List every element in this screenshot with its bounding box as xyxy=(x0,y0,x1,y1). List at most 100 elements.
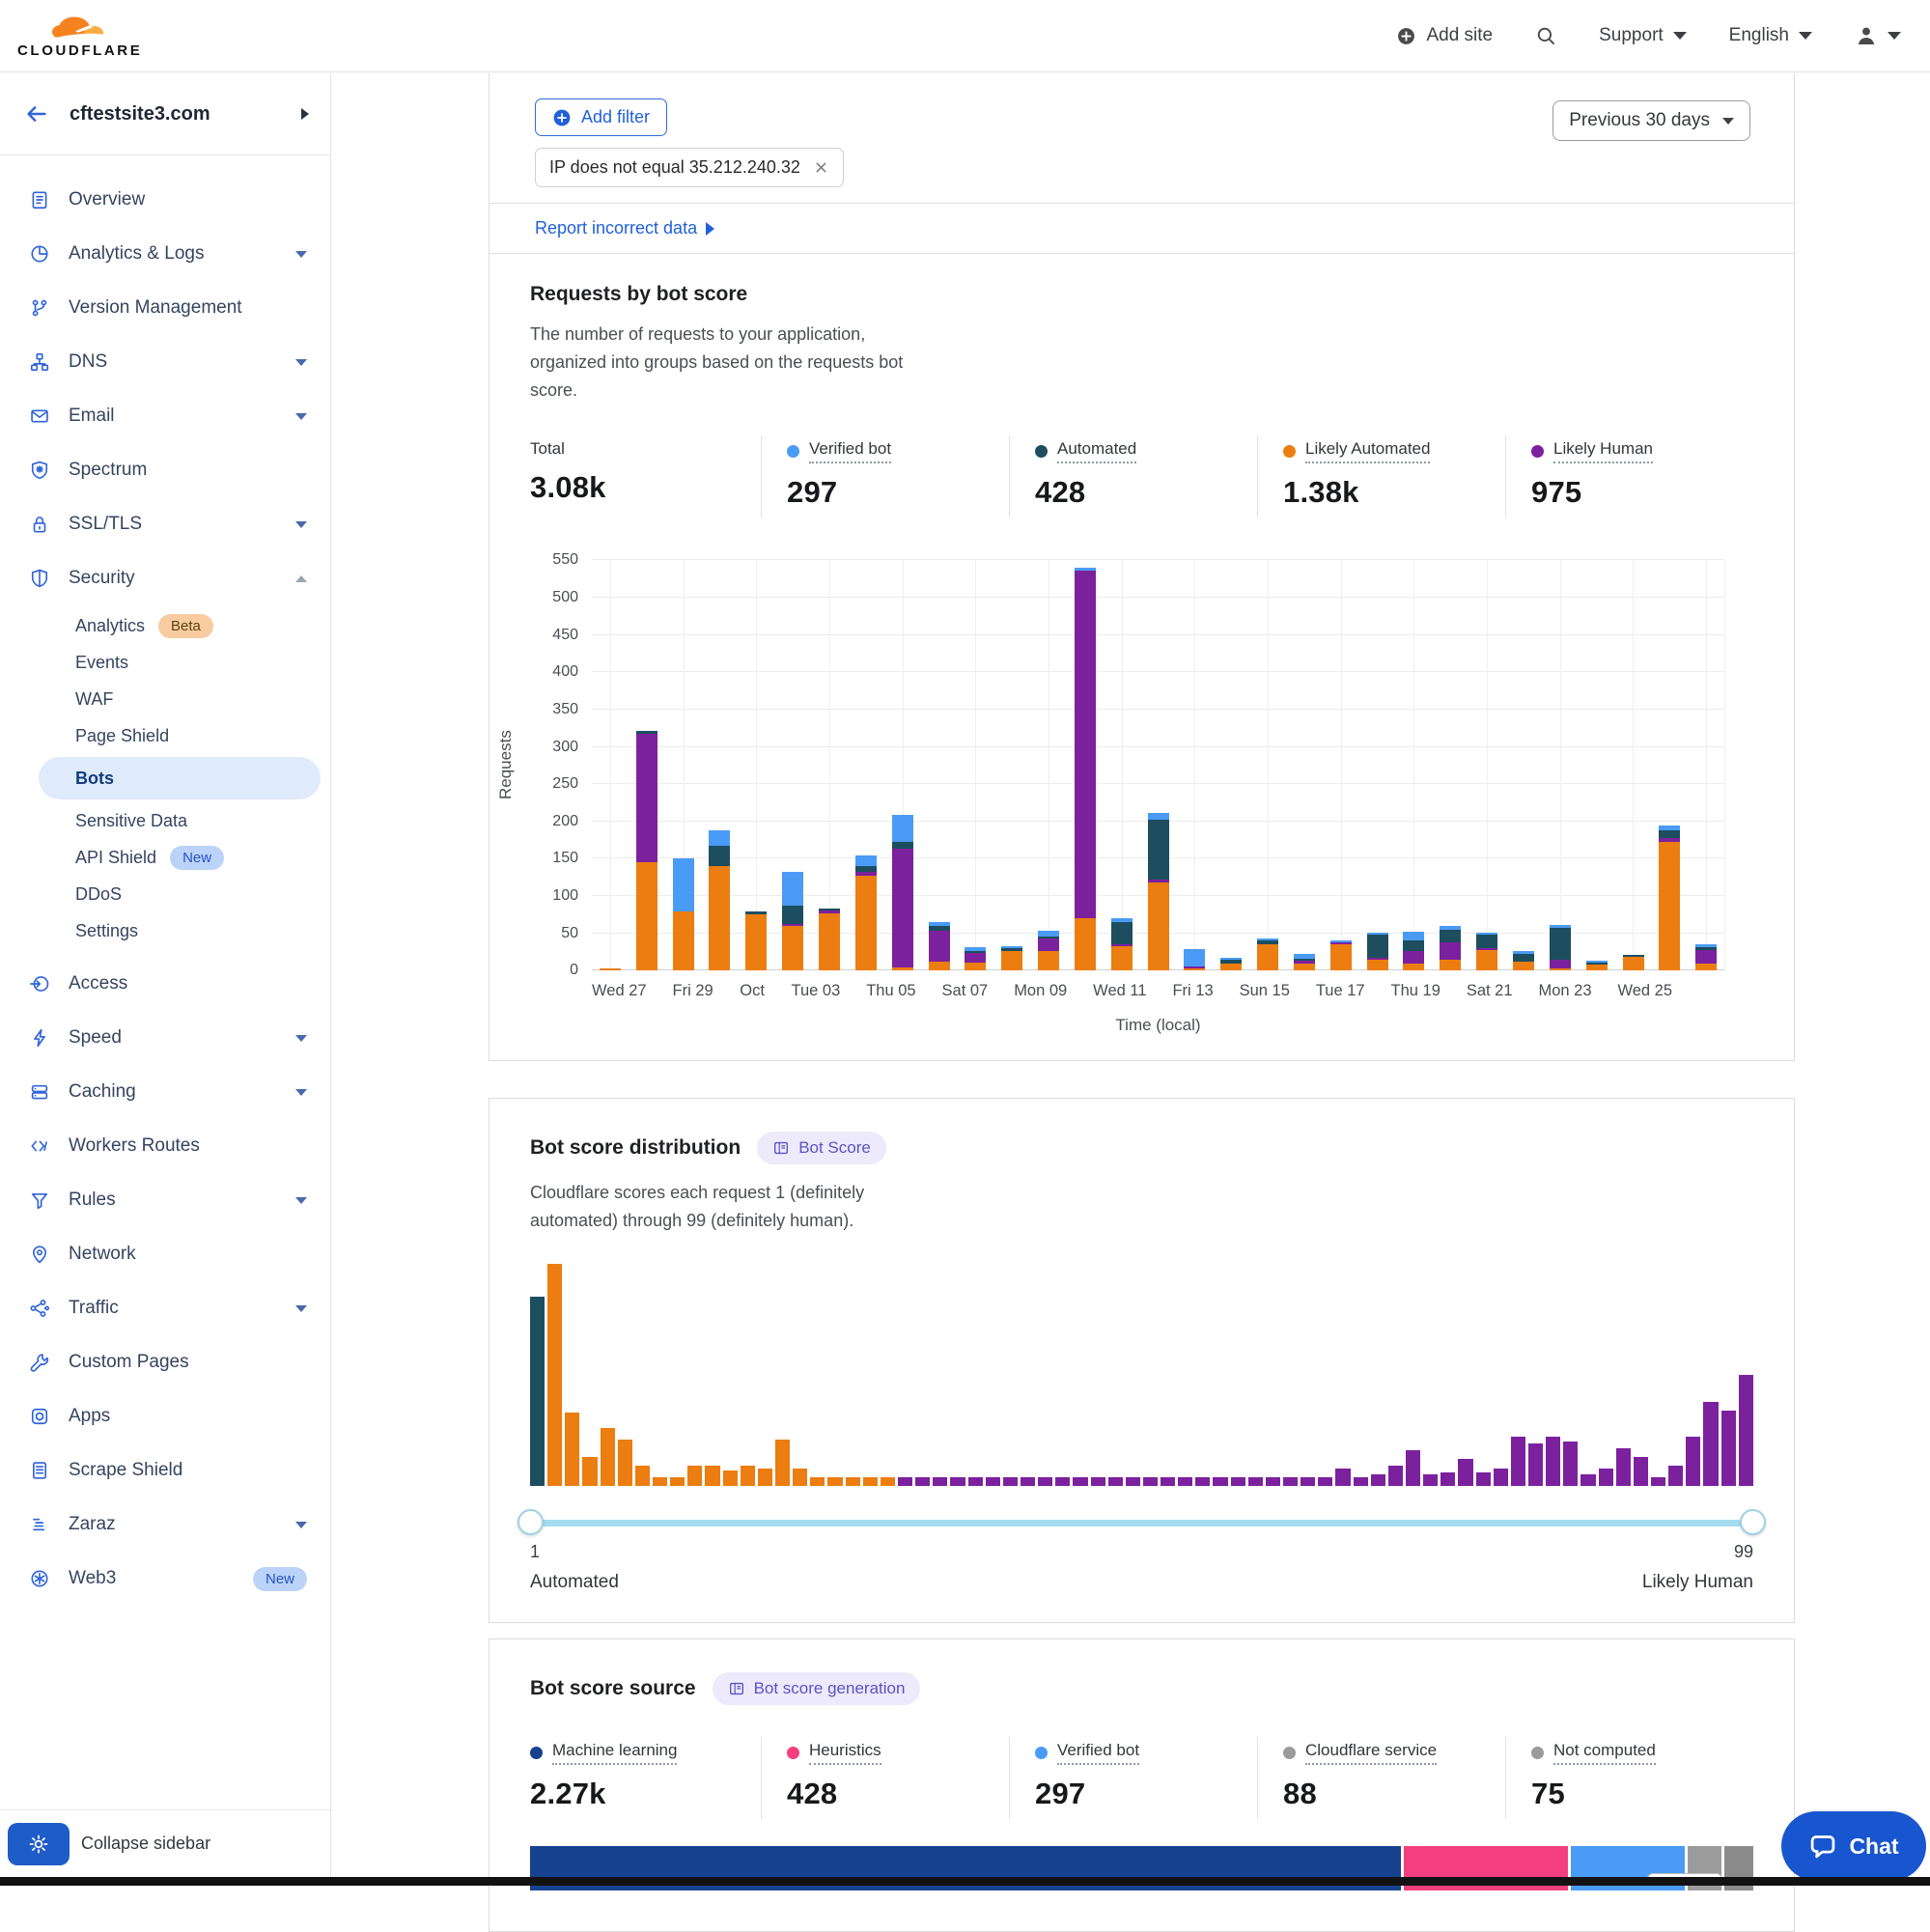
chat-button[interactable]: Chat xyxy=(1781,1811,1926,1881)
sidebar-item-analytics-logs[interactable]: Analytics & Logs xyxy=(0,227,330,281)
bar-day-29[interactable] xyxy=(1623,955,1644,970)
distribution-bar-26[interactable] xyxy=(968,1477,983,1486)
sidebar-item-security[interactable]: Security xyxy=(0,551,330,605)
segment-likely-automated[interactable] xyxy=(1257,944,1278,970)
bar-day-13[interactable] xyxy=(1038,931,1059,970)
distribution-bar-45[interactable] xyxy=(1301,1477,1315,1486)
distribution-bar-39[interactable] xyxy=(1195,1477,1210,1486)
bar-day-4[interactable] xyxy=(709,830,730,970)
distribution-bar-68[interactable] xyxy=(1703,1402,1718,1486)
sidebar-item-zaraz[interactable]: Zaraz xyxy=(0,1498,330,1552)
distribution-bar-59[interactable] xyxy=(1546,1437,1560,1486)
distribution-bar-18[interactable] xyxy=(827,1477,842,1486)
language-menu[interactable]: English xyxy=(1729,25,1812,46)
distribution-bar-29[interactable] xyxy=(1021,1477,1035,1486)
distribution-bar-35[interactable] xyxy=(1126,1477,1140,1486)
bar-day-9[interactable] xyxy=(892,815,913,970)
segment-likely-human[interactable] xyxy=(636,734,657,862)
site-selector[interactable]: cftestsite3.com xyxy=(0,73,330,155)
stat-label[interactable]: Automated xyxy=(1057,439,1136,463)
segment-likely-automated[interactable] xyxy=(709,866,730,970)
segment-automated[interactable] xyxy=(1367,935,1388,957)
distribution-bar-63[interactable] xyxy=(1616,1448,1631,1486)
sidebar-item-spectrum[interactable]: Spectrum xyxy=(0,443,330,497)
sidebar-item-caching[interactable]: Caching xyxy=(0,1065,330,1119)
segment-automated[interactable] xyxy=(1550,928,1571,959)
distribution-bar-31[interactable] xyxy=(1055,1477,1070,1486)
distribution-bar-5[interactable] xyxy=(601,1428,615,1486)
bar-day-17[interactable] xyxy=(1184,949,1205,971)
bar-day-20[interactable] xyxy=(1294,954,1315,970)
account-menu[interactable] xyxy=(1855,24,1901,47)
distribution-bar-28[interactable] xyxy=(1003,1477,1018,1486)
segment-likely-human[interactable] xyxy=(965,953,986,963)
distribution-bar-37[interactable] xyxy=(1161,1477,1175,1486)
bar-day-23[interactable] xyxy=(1403,932,1424,970)
distribution-bar-49[interactable] xyxy=(1371,1474,1385,1486)
distribution-bar-44[interactable] xyxy=(1283,1477,1298,1486)
bar-day-28[interactable] xyxy=(1586,961,1608,970)
segment-likely-automated[interactable] xyxy=(892,967,913,971)
distribution-bar-27[interactable] xyxy=(986,1477,1000,1486)
sidebar-item-sensitive-data[interactable]: Sensitive Data xyxy=(0,802,330,839)
bar-day-22[interactable] xyxy=(1367,933,1388,970)
stat-label[interactable]: Verified bot xyxy=(809,439,891,463)
segment-likely-automated[interactable] xyxy=(1550,968,1571,970)
distribution-bar-25[interactable] xyxy=(950,1477,965,1486)
segment-likely-automated[interactable] xyxy=(1111,946,1133,971)
segment-likely-automated[interactable] xyxy=(1330,944,1352,970)
distribution-bar-47[interactable] xyxy=(1335,1469,1350,1486)
bar-day-27[interactable] xyxy=(1550,925,1571,970)
sidebar-item-settings[interactable]: Settings xyxy=(0,912,330,949)
collapse-sidebar-label[interactable]: Collapse sidebar xyxy=(81,1834,210,1854)
sidebar-item-rules[interactable]: Rules xyxy=(0,1173,330,1227)
distribution-bar-58[interactable] xyxy=(1528,1443,1543,1486)
sidebar-item-ddos[interactable]: DDoS xyxy=(0,876,330,912)
segment-automated[interactable] xyxy=(892,842,913,850)
segment-automated[interactable] xyxy=(1403,940,1424,951)
segment-likely-automated[interactable] xyxy=(819,913,840,971)
distribution-bar-12[interactable] xyxy=(723,1470,738,1486)
distribution-bar-51[interactable] xyxy=(1406,1450,1420,1486)
distribution-bar-70[interactable] xyxy=(1739,1375,1753,1486)
segment-likely-automated[interactable] xyxy=(929,962,950,970)
search-button[interactable] xyxy=(1535,25,1556,46)
distribution-bar-2[interactable] xyxy=(547,1264,562,1486)
distribution-bar-22[interactable] xyxy=(898,1477,912,1486)
segment-likely-automated[interactable] xyxy=(1001,951,1022,971)
segment-automated[interactable] xyxy=(1476,935,1497,948)
chevron-right-icon[interactable] xyxy=(301,108,309,120)
segment-likely-automated[interactable] xyxy=(636,862,657,970)
segment-likely-human[interactable] xyxy=(1038,938,1059,950)
bar-day-5[interactable] xyxy=(745,911,767,970)
bar-day-8[interactable] xyxy=(855,855,877,971)
segment-verified-bot[interactable] xyxy=(892,815,913,842)
distribution-bar-16[interactable] xyxy=(793,1469,807,1486)
segment-likely-human[interactable] xyxy=(1075,571,1096,918)
distribution-bar-17[interactable] xyxy=(810,1477,825,1486)
segment-likely-human[interactable] xyxy=(929,931,950,962)
segment-likely-automated[interactable] xyxy=(1476,950,1497,971)
score-range-slider[interactable] xyxy=(530,1509,1753,1536)
sidebar-item-page-shield[interactable]: Page Shield xyxy=(0,717,330,754)
segment-likely-automated[interactable] xyxy=(782,926,803,970)
segment-likely-automated[interactable] xyxy=(600,968,621,970)
distribution-bar-9[interactable] xyxy=(670,1477,685,1486)
stat-label[interactable]: Heuristics xyxy=(809,1741,881,1765)
close-icon[interactable] xyxy=(813,159,829,176)
sidebar-item-scrape-shield[interactable]: Scrape Shield xyxy=(0,1443,330,1498)
back-arrow-icon[interactable] xyxy=(25,102,48,126)
distribution-bar-4[interactable] xyxy=(582,1457,597,1486)
distribution-bar-32[interactable] xyxy=(1073,1477,1087,1486)
sidebar-item-apps[interactable]: Apps xyxy=(0,1389,330,1443)
segment-likely-automated[interactable] xyxy=(1440,960,1461,971)
segment-likely-human[interactable] xyxy=(1403,951,1424,964)
slider-track[interactable] xyxy=(530,1520,1753,1526)
sidebar-item-traffic[interactable]: Traffic xyxy=(0,1281,330,1335)
segment-automated[interactable] xyxy=(782,906,803,924)
segment-likely-automated[interactable] xyxy=(1294,964,1315,970)
segment-likely-automated[interactable] xyxy=(1184,968,1205,970)
distribution-bar-20[interactable] xyxy=(863,1477,878,1486)
segment-likely-automated[interactable] xyxy=(1513,962,1534,970)
